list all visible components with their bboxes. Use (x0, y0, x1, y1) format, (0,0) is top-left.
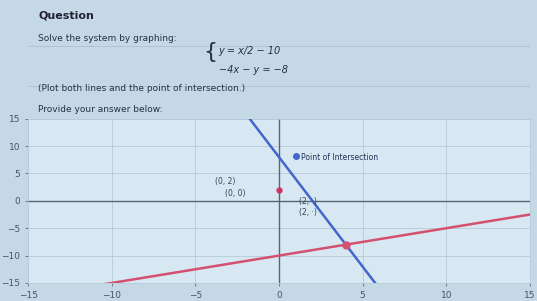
Text: y = x/2 − 10: y = x/2 − 10 (219, 46, 281, 56)
Text: Point of Intersection: Point of Intersection (301, 153, 378, 162)
Text: −4x − y = −8: −4x − y = −8 (219, 65, 288, 75)
Text: (2, ·): (2, ·) (299, 197, 317, 206)
Text: (2, ·): (2, ·) (299, 207, 317, 216)
Text: Question: Question (38, 11, 94, 21)
Text: {: { (204, 42, 218, 62)
Text: Solve the system by graphing:: Solve the system by graphing: (38, 34, 177, 43)
Text: (0, 2): (0, 2) (215, 177, 236, 186)
Text: (0, 0): (0, 0) (226, 189, 246, 198)
Text: Provide your answer below:: Provide your answer below: (38, 105, 163, 114)
Text: (Plot both lines and the point of intersection.): (Plot both lines and the point of inters… (38, 83, 245, 92)
